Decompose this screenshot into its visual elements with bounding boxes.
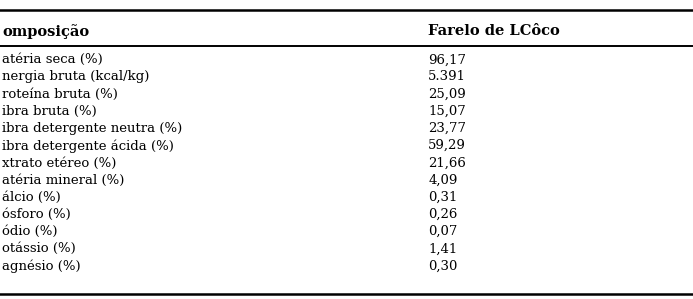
Text: xtrato etéreo (%): xtrato etéreo (%) xyxy=(2,156,116,170)
Text: 96,17: 96,17 xyxy=(428,53,466,66)
Text: atéria seca (%): atéria seca (%) xyxy=(2,53,103,66)
Text: 59,29: 59,29 xyxy=(428,139,466,152)
Text: ódio (%): ódio (%) xyxy=(2,225,58,238)
Text: 0,31: 0,31 xyxy=(428,191,457,204)
Text: 15,07: 15,07 xyxy=(428,105,466,118)
Text: 1,41: 1,41 xyxy=(428,242,457,255)
Text: 21,66: 21,66 xyxy=(428,156,466,170)
Text: 23,77: 23,77 xyxy=(428,122,466,135)
Text: nergia bruta (kcal/kg): nergia bruta (kcal/kg) xyxy=(2,71,150,83)
Text: ibra detergente neutra (%): ibra detergente neutra (%) xyxy=(2,122,182,135)
Text: agnésio (%): agnésio (%) xyxy=(2,259,80,273)
Text: ósforo (%): ósforo (%) xyxy=(2,208,71,221)
Text: ibra bruta (%): ibra bruta (%) xyxy=(2,105,97,118)
Text: ibra detergente ácida (%): ibra detergente ácida (%) xyxy=(2,139,174,152)
Text: omposição: omposição xyxy=(2,24,89,39)
Text: 5.391: 5.391 xyxy=(428,71,466,83)
Text: álcio (%): álcio (%) xyxy=(2,191,61,204)
Text: otássio (%): otássio (%) xyxy=(2,242,76,255)
Text: 4,09: 4,09 xyxy=(428,174,457,187)
Text: roteína bruta (%): roteína bruta (%) xyxy=(2,88,118,101)
Text: 0,30: 0,30 xyxy=(428,260,457,273)
Text: 0,26: 0,26 xyxy=(428,208,457,221)
Text: Farelo de LCôco: Farelo de LCôco xyxy=(428,25,560,38)
Text: 25,09: 25,09 xyxy=(428,88,466,101)
Text: atéria mineral (%): atéria mineral (%) xyxy=(2,174,125,187)
Text: 0,07: 0,07 xyxy=(428,225,457,238)
